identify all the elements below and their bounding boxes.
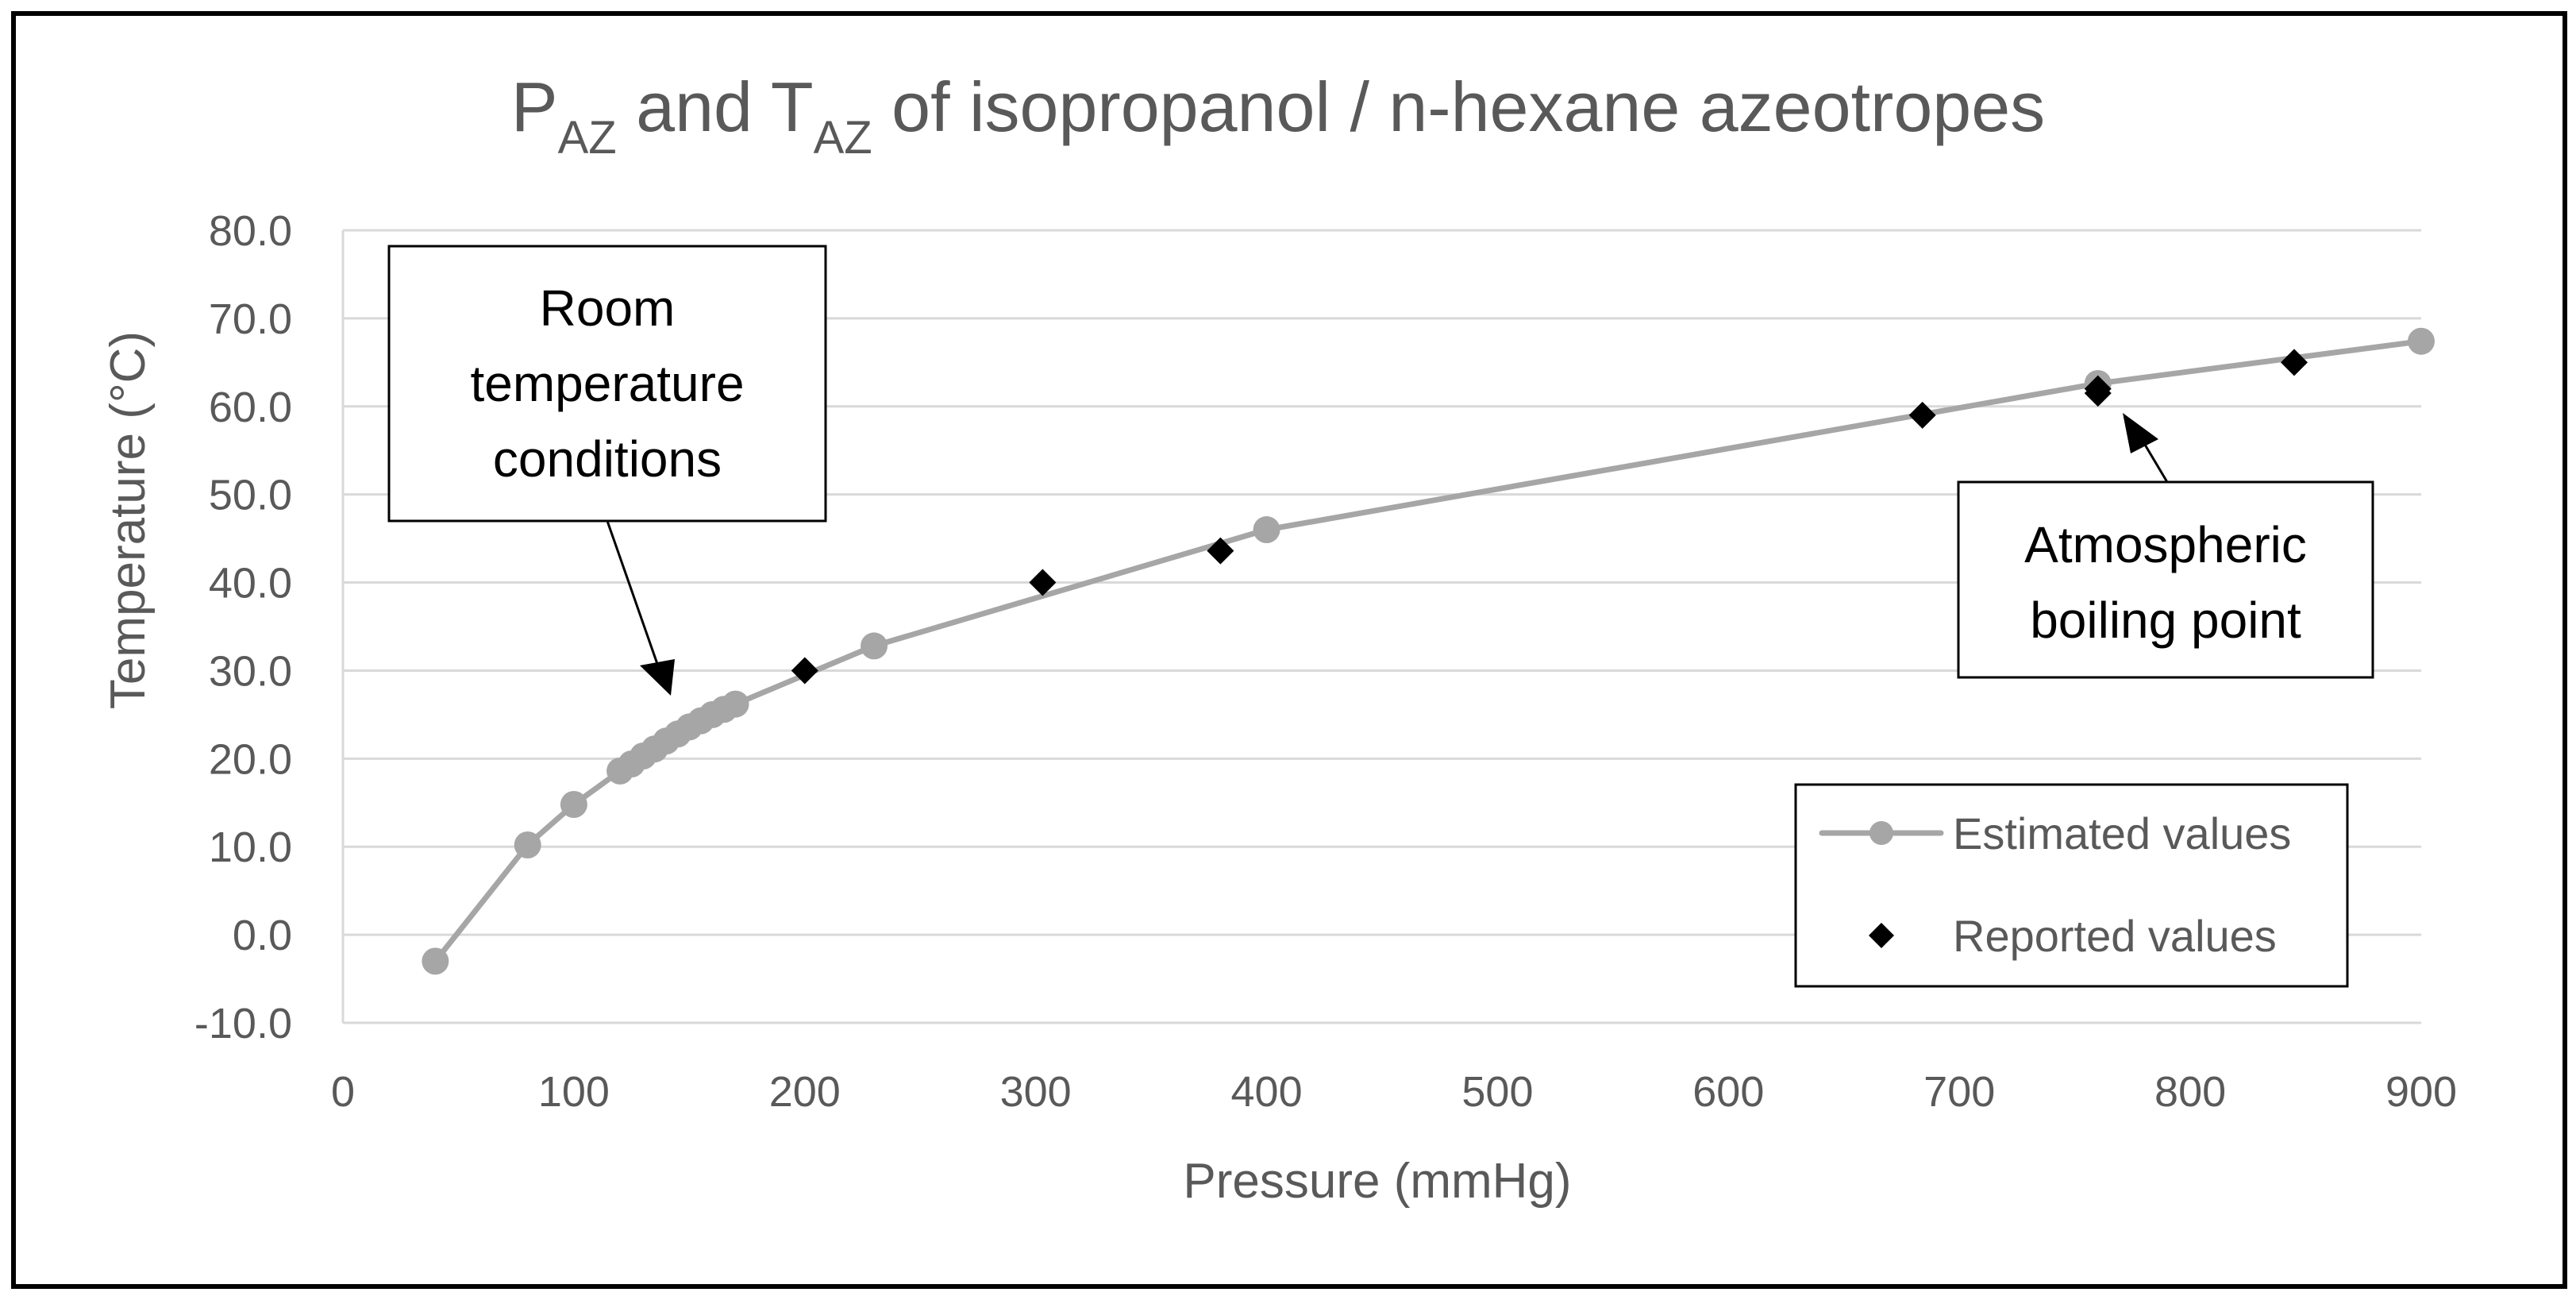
arrow-head-icon [2123, 413, 2158, 453]
annotation-text-line: temperature [470, 355, 744, 412]
y-axis-title: Temperature (°C) [101, 331, 156, 709]
x-tick-label: 400 [1231, 1068, 1303, 1116]
reported-point [791, 657, 818, 685]
y-tick-label: 30.0 [209, 647, 292, 695]
reported-point [1207, 537, 1234, 565]
reported-point [1908, 401, 1936, 429]
y-tick-label: 40.0 [209, 560, 292, 608]
y-tick-label: 0.0 [233, 912, 292, 959]
annotation-text-line: Atmospheric [2024, 516, 2307, 573]
reported-point [2281, 349, 2308, 376]
estimated-point [861, 632, 888, 660]
reported-point [1029, 569, 1057, 596]
y-tick-label: 80.0 [209, 207, 292, 255]
estimated-point [560, 790, 587, 818]
annotation-arrow-shaft [606, 520, 659, 665]
legend: Estimated values Reported values [1794, 783, 2349, 988]
x-tick-label: 0 [331, 1068, 355, 1116]
y-tick-label: 60.0 [209, 384, 292, 431]
y-tick-label: 10.0 [209, 824, 292, 871]
estimated-point [2408, 327, 2435, 355]
x-tick-label: 200 [769, 1068, 841, 1116]
y-tick-label: -10.0 [194, 1000, 292, 1047]
x-tick-label: 600 [1692, 1068, 1764, 1116]
legend-estimated-marker [1869, 821, 1893, 845]
estimated-point [722, 690, 749, 718]
x-tick-labels: 0 100 200 300 400 500 600 700 800 900 [331, 1068, 2457, 1116]
annotation-text-line: conditions [493, 430, 722, 488]
x-axis-title: Pressure (mmHg) [1183, 1154, 1571, 1209]
x-tick-label: 700 [1923, 1068, 1995, 1116]
arrow-head-icon [640, 659, 675, 696]
x-tick-label: 900 [2385, 1068, 2457, 1116]
legend-box [1794, 783, 2349, 988]
reported-point [2084, 380, 2112, 407]
x-tick-label: 100 [538, 1068, 610, 1116]
x-tick-label: 300 [1000, 1068, 1072, 1116]
y-tick-labels: -10.0 0.0 10.0 20.0 30.0 40.0 50.0 60.0 70.0 80.0 [194, 207, 292, 1047]
annotation-text-line: boiling point [2030, 592, 2301, 649]
legend-label-reported: Reported values [1953, 911, 2277, 961]
x-tick-label: 500 [1461, 1068, 1533, 1116]
annotation-atmospheric-boiling-point: Atmospheric boiling point [1957, 413, 2374, 679]
annotation-arrow-shaft [2143, 444, 2169, 483]
x-tick-label: 800 [2154, 1068, 2226, 1116]
annotation-text-line: Room [540, 280, 676, 337]
annotation-room-temperature: Room temperature conditions [387, 245, 827, 696]
legend-label-estimated: Estimated values [1953, 808, 2291, 858]
estimated-point [1253, 516, 1280, 544]
y-tick-label: 70.0 [209, 295, 292, 343]
y-tick-label: 50.0 [209, 472, 292, 519]
annotation-box [1957, 480, 2374, 679]
data-series [422, 327, 2435, 975]
y-tick-label: 20.0 [209, 735, 292, 783]
estimated-point [514, 831, 541, 859]
chart-title: PAZ and TAZ of isopropanol / n-hexane az… [511, 68, 2045, 164]
estimated-point [422, 947, 449, 975]
legend-reported-marker [1869, 923, 1894, 948]
